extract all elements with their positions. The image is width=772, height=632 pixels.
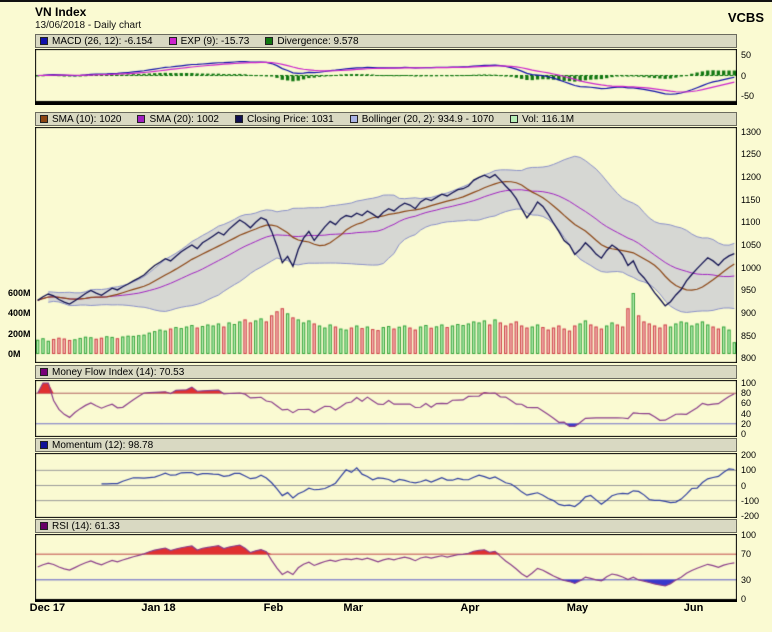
legend-label: Divergence: 9.578 bbox=[277, 35, 359, 47]
y-tick-label: 200 bbox=[741, 450, 757, 461]
legend-item: Momentum (12): 98.78 bbox=[40, 440, 153, 451]
y-tick-label: 0 bbox=[741, 70, 747, 81]
y-tick-label: 20 bbox=[741, 418, 752, 429]
x-axis-label: Apr bbox=[460, 602, 480, 614]
legend-label: MACD (26, 12): -6.154 bbox=[52, 35, 153, 47]
price-plot bbox=[35, 127, 737, 363]
macd-swatch-icon bbox=[168, 37, 177, 45]
y-tick-label: 70 bbox=[741, 549, 752, 560]
y-tick-label: 40 bbox=[741, 408, 752, 419]
legend-label: EXP (9): -15.73 bbox=[180, 35, 250, 47]
y-tick-label: 1250 bbox=[741, 149, 762, 160]
mfi-plot bbox=[35, 380, 737, 437]
volume-tick-label: 400M bbox=[8, 308, 31, 319]
chart-subtitle: 13/06/2018 - Daily chart bbox=[35, 20, 142, 31]
x-axis-label: May bbox=[566, 602, 589, 614]
price-legend: SMA (10): 1020 SMA (20): 1002 Closing Pric… bbox=[35, 112, 737, 126]
x-axis-label: Feb bbox=[263, 602, 284, 614]
macd-legend: MACD (26, 12): -6.154 EXP (9): -15.73 Dive… bbox=[35, 34, 737, 48]
y-tick-label: 1150 bbox=[741, 194, 761, 205]
legend-item: SMA (10): 1020 bbox=[40, 114, 121, 125]
volume-tick-label: 0M bbox=[8, 349, 21, 359]
momentum-legend: Momentum (12): 98.78 bbox=[35, 438, 737, 452]
rsi-swatch-icon bbox=[40, 522, 48, 530]
y-tick-label: 800 bbox=[741, 353, 757, 364]
momentum-plot bbox=[35, 453, 737, 518]
price-swatch-icon bbox=[137, 115, 146, 123]
volume-tick-label: 200M bbox=[8, 328, 31, 339]
legend-label: Bollinger (20, 2): 934.9 - 1070 bbox=[361, 113, 494, 125]
y-tick-label: 50 bbox=[741, 50, 752, 61]
legend-item: RSI (14): 61.33 bbox=[40, 521, 120, 532]
volume-tick-label: 600M bbox=[8, 288, 31, 298]
y-tick-label: 100 bbox=[741, 465, 757, 476]
y-tick-label: 950 bbox=[741, 285, 757, 296]
legend-label: Closing Price: 1031 bbox=[246, 113, 334, 125]
x-axis-label: Mar bbox=[343, 602, 363, 614]
y-tick-label: 900 bbox=[741, 308, 757, 319]
price-swatch-icon bbox=[349, 115, 358, 123]
y-tick-label: 850 bbox=[741, 330, 757, 341]
macd-plot bbox=[35, 49, 737, 102]
legend-item: Bollinger (20, 2): 934.9 - 1070 bbox=[349, 113, 494, 125]
legend-label: RSI (14): 61.33 bbox=[52, 520, 120, 532]
y-tick-label: -200 bbox=[741, 510, 760, 521]
y-tick-label: 1200 bbox=[741, 171, 762, 182]
legend-item: Closing Price: 1031 bbox=[234, 113, 334, 125]
panel-separator bbox=[35, 102, 737, 105]
legend-item: SMA (20): 1002 bbox=[137, 113, 219, 125]
price-swatch-icon bbox=[510, 115, 518, 123]
y-tick-label: 1100 bbox=[741, 217, 761, 228]
y-tick-label: 60 bbox=[741, 398, 752, 409]
macd-swatch-icon bbox=[40, 37, 48, 45]
y-tick-label: 1050 bbox=[741, 240, 762, 250]
legend-item: Vol: 116.1M bbox=[510, 114, 574, 125]
legend-item: Divergence: 9.578 bbox=[265, 35, 359, 47]
y-tick-label: 30 bbox=[741, 574, 752, 585]
y-tick-label: 0 bbox=[741, 594, 747, 605]
legend-label: Momentum (12): 98.78 bbox=[52, 439, 154, 451]
price-swatch-icon bbox=[40, 115, 48, 123]
x-axis-label: Jan 18 bbox=[141, 602, 176, 614]
y-tick-label: 100 bbox=[741, 529, 757, 540]
macd-swatch-icon bbox=[265, 37, 274, 45]
y-tick-label: -50 bbox=[741, 90, 755, 101]
legend-label: SMA (20): 1002 bbox=[149, 113, 219, 125]
y-tick-label: 0 bbox=[741, 428, 747, 439]
legend-label: SMA (10): 1020 bbox=[52, 113, 122, 125]
momentum-swatch-icon bbox=[40, 441, 48, 449]
rsi-plot bbox=[35, 534, 737, 600]
y-tick-label: 1000 bbox=[741, 262, 762, 273]
y-tick-label: 1300 bbox=[741, 126, 762, 137]
brand-logo: VCBS bbox=[727, 10, 764, 25]
x-axis-line bbox=[35, 600, 737, 602]
legend-item: Money Flow Index (14): 70.53 bbox=[40, 367, 184, 378]
y-tick-label: 80 bbox=[741, 388, 752, 399]
mfi-swatch-icon bbox=[40, 368, 48, 376]
legend-label: Vol: 116.1M bbox=[522, 113, 575, 125]
page-title: VN Index bbox=[35, 5, 87, 19]
mfi-legend: Money Flow Index (14): 70.53 bbox=[35, 365, 737, 379]
x-axis-label: Dec 17 bbox=[29, 602, 66, 614]
rsi-legend: RSI (14): 61.33 bbox=[35, 519, 737, 533]
y-tick-label: -100 bbox=[741, 495, 760, 506]
legend-item: EXP (9): -15.73 bbox=[168, 35, 250, 47]
y-tick-label: 100 bbox=[741, 378, 757, 389]
legend-label: Money Flow Index (14): 70.53 bbox=[52, 366, 185, 378]
x-axis-label: Jun bbox=[683, 602, 704, 614]
y-tick-label: 0 bbox=[741, 480, 747, 491]
legend-item: MACD (26, 12): -6.154 bbox=[40, 36, 153, 47]
price-swatch-icon bbox=[234, 115, 243, 123]
